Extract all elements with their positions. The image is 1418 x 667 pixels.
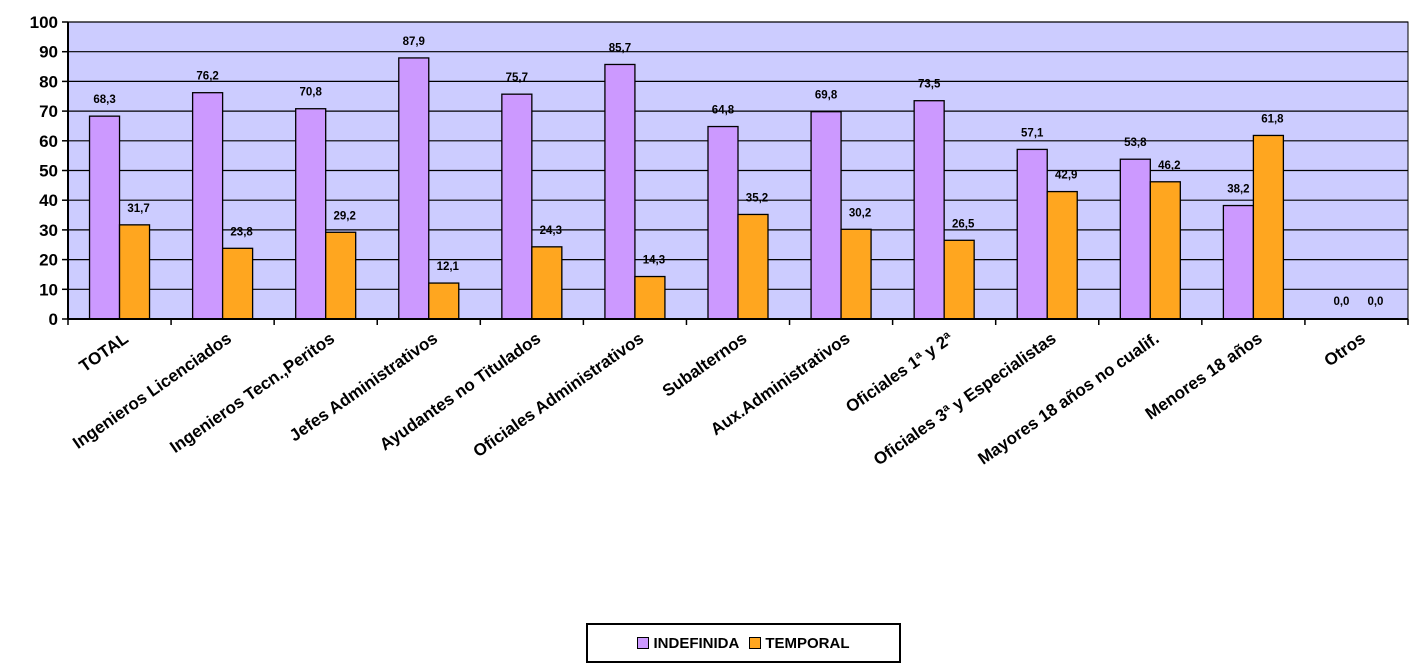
data-label-temporal: 35,2 (746, 192, 768, 204)
data-label-indefinida: 85,7 (609, 42, 631, 54)
data-label-temporal: 14,3 (643, 255, 665, 267)
y-tick-label: 70 (39, 102, 58, 121)
y-tick-label: 10 (39, 280, 58, 299)
data-label-indefinida: 75,7 (506, 72, 528, 84)
y-tick-label: 90 (39, 43, 58, 62)
x-tick-label: Otros (1321, 329, 1369, 371)
bar-temporal (943, 239, 975, 320)
x-tick-label: Subalternos (659, 329, 750, 401)
bar-temporal (840, 228, 872, 320)
data-label-temporal: 42,9 (1055, 170, 1077, 182)
legend-label-indefinida: INDEFINIDA (653, 634, 740, 652)
x-tick-label: Oficiales Administrativos (470, 329, 648, 461)
legend-item-temporal: TEMPORAL (749, 634, 850, 652)
bar-temporal (737, 213, 769, 320)
bar-temporal (634, 275, 666, 320)
bar-indefinida (604, 63, 636, 320)
bar-temporal (325, 231, 357, 320)
x-tick-label: TOTAL (76, 329, 132, 376)
data-label-temporal: 26,5 (952, 218, 975, 230)
x-tick-label: Ingenieros Tecn.,Peritos (166, 329, 338, 457)
data-label-indefinida: 64,8 (712, 105, 735, 117)
bar-indefinida (810, 111, 842, 320)
bar-temporal (1046, 190, 1078, 320)
bar-temporal (1149, 181, 1181, 320)
data-label-indefinida: 38,2 (1227, 184, 1249, 196)
x-tick-label: Ayudantes no Titulados (376, 329, 544, 455)
bar-temporal (428, 282, 460, 320)
data-label-indefinida: 69,8 (815, 90, 838, 102)
y-tick-label: 20 (39, 251, 58, 270)
data-label-indefinida: 76,2 (196, 71, 218, 83)
y-tick-label: 40 (39, 191, 58, 210)
data-label-temporal: 12,1 (437, 261, 460, 273)
y-tick-label: 0 (49, 310, 58, 329)
bar-temporal (531, 246, 563, 320)
data-label-indefinida: 70,8 (299, 87, 322, 99)
data-labels: 68,3 76,2 70,8 87,9 75,7 85,7 64,8 69,8 73,5 57,1… (93, 36, 1383, 308)
data-label-indefinida: 0,0 (1333, 296, 1349, 308)
bar-indefinida (295, 108, 327, 320)
legend-swatch-indefinida (637, 637, 650, 649)
x-tick-label: Oficiales 3ª y Especialistas (870, 329, 1059, 470)
data-label-temporal: 0,0 (1367, 296, 1383, 308)
bar-indefinida (913, 100, 945, 320)
data-label-indefinida: 68,3 (93, 94, 115, 106)
bar-indefinida (501, 93, 533, 320)
bar-temporal (118, 224, 151, 320)
data-label-temporal: 61,8 (1261, 113, 1284, 125)
data-label-temporal: 29,2 (333, 210, 355, 222)
bar-indefinida (1119, 158, 1151, 320)
bar-indefinida (707, 125, 739, 320)
x-tick-label: Mayores 18 años no cualif. (974, 329, 1162, 469)
y-tick-label: 50 (39, 162, 58, 181)
y-tick-label: 30 (39, 221, 58, 240)
data-label-indefinida: 57,1 (1021, 127, 1044, 139)
bar-temporal (1252, 134, 1285, 320)
legend-swatch-temporal (749, 637, 762, 649)
legend-item-indefinida: INDEFINIDA (637, 635, 739, 652)
legend: INDEFINIDA TEMPORAL (586, 623, 901, 663)
y-tick-label: 100 (30, 13, 58, 32)
data-label-temporal: 23,8 (230, 226, 253, 238)
legend-label-temporal: TEMPORAL (765, 634, 850, 652)
data-label-indefinida: 53,8 (1124, 137, 1147, 149)
x-tick-label: Oficiales 1ª y 2ª (842, 328, 957, 416)
data-label-indefinida: 87,9 (403, 36, 425, 48)
bar-indefinida (88, 115, 121, 320)
data-label-temporal: 46,2 (1158, 160, 1180, 172)
data-label-temporal: 31,7 (127, 203, 149, 215)
data-label-temporal: 30,2 (849, 207, 871, 219)
y-tick-label: 60 (39, 132, 58, 151)
bar-indefinida (191, 92, 224, 320)
bar-temporal (221, 247, 254, 320)
bar-indefinida (1016, 148, 1048, 320)
y-tick-label: 80 (39, 72, 58, 91)
data-label-temporal: 24,3 (540, 225, 562, 237)
data-label-indefinida: 73,5 (918, 79, 941, 91)
bar-indefinida (398, 57, 430, 320)
bar-indefinida (1222, 204, 1255, 320)
y-axis: 0 10 20 30 40 50 60 70 80 90 100 (30, 13, 69, 329)
